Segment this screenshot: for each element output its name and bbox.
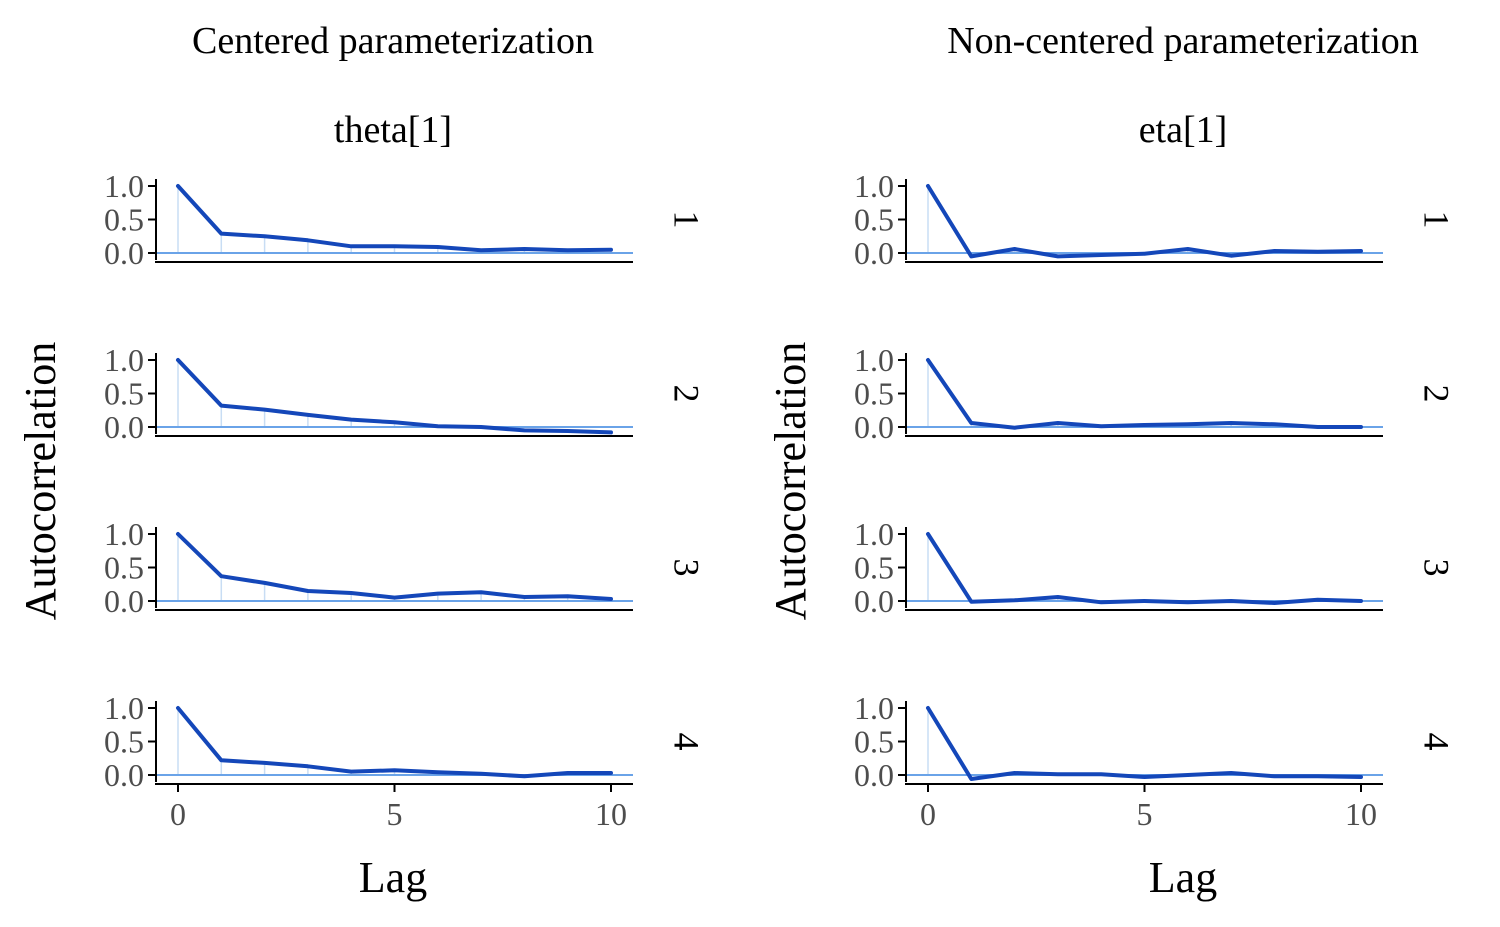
y-tick-label: 1.0: [854, 168, 894, 204]
y-tick-label: 0.5: [104, 376, 144, 412]
y-tick-label: 0.0: [104, 583, 144, 619]
y-tick-label: 0.0: [854, 235, 894, 271]
x-axis-label: Lag: [359, 853, 427, 902]
x-axis-label: Lag: [1149, 853, 1217, 902]
x-tick-label: 10: [595, 796, 627, 832]
facet-strip-label: 3: [1417, 559, 1457, 577]
y-tick-label: 0.0: [104, 757, 144, 793]
facet-strip-label: 4: [1417, 733, 1457, 751]
facet-strip-label: 1: [1417, 211, 1457, 229]
y-axis-label: Autocorrelation: [16, 342, 65, 621]
acf-line-chain-1: [926, 184, 1363, 259]
chart-title: Non-centered parameterization: [947, 20, 1419, 62]
facet-strip-label: 4: [667, 733, 707, 751]
x-tick-label: 0: [920, 796, 936, 832]
y-tick-label: 0.5: [104, 724, 144, 760]
panel-subtitle: theta[1]: [334, 109, 452, 151]
acf-line-chain-4: [176, 706, 613, 779]
acf-line-chain-2: [926, 358, 1363, 430]
x-tick-label: 0: [170, 796, 186, 832]
y-tick-label: 1.0: [104, 168, 144, 204]
acf-line-chain-3: [176, 532, 613, 601]
y-tick-label: 0.5: [104, 550, 144, 586]
acf-line-chain-1: [176, 184, 613, 253]
acf-line-chain-4: [926, 706, 1363, 781]
x-tick-label: 5: [1137, 796, 1153, 832]
x-tick-label: 10: [1345, 796, 1377, 832]
acf-line-chain-3: [926, 532, 1363, 605]
chart-title: Centered parameterization: [192, 20, 594, 62]
y-tick-label: 1.0: [854, 516, 894, 552]
facet-strip-label: 2: [1417, 385, 1457, 403]
facet-strip-label: 2: [667, 385, 707, 403]
y-tick-label: 0.0: [854, 757, 894, 793]
y-tick-label: 0.0: [104, 235, 144, 271]
y-tick-label: 1.0: [854, 690, 894, 726]
facet-strip-label: 1: [667, 211, 707, 229]
acf-line-chain-2: [176, 358, 613, 435]
y-tick-label: 1.0: [104, 690, 144, 726]
y-tick-label: 0.0: [854, 409, 894, 445]
y-tick-label: 1.0: [104, 516, 144, 552]
y-tick-label: 0.5: [854, 724, 894, 760]
y-tick-label: 0.0: [104, 409, 144, 445]
y-tick-label: 0.5: [104, 202, 144, 238]
y-tick-label: 0.5: [854, 550, 894, 586]
facet-strip-label: 3: [667, 559, 707, 577]
panel-subtitle: eta[1]: [1139, 109, 1228, 151]
y-tick-label: 0.5: [854, 376, 894, 412]
x-tick-label: 5: [387, 796, 403, 832]
y-tick-label: 0.5: [854, 202, 894, 238]
y-tick-label: 1.0: [854, 342, 894, 378]
y-axis-label: Autocorrelation: [766, 342, 815, 621]
y-tick-label: 1.0: [104, 342, 144, 378]
y-tick-label: 0.0: [854, 583, 894, 619]
